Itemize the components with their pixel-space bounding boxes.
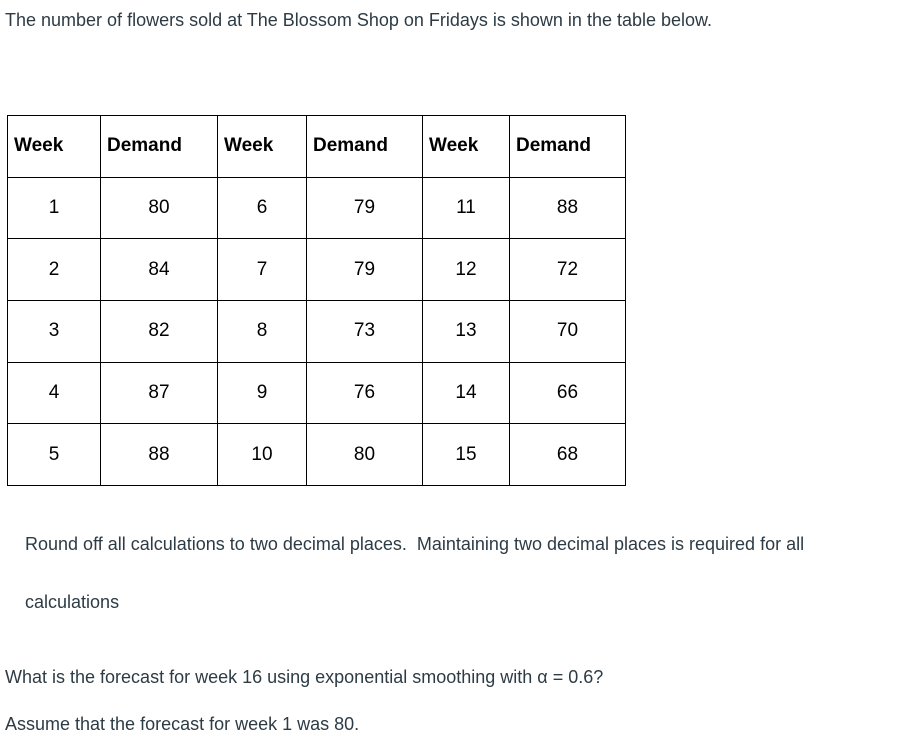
demand-cell: 84 xyxy=(100,238,218,302)
week-cell: 11 xyxy=(422,176,510,240)
rounding-note: Round off all calculations to two decima… xyxy=(5,501,891,646)
demand-cell: 80 xyxy=(100,176,218,240)
table-row: 3 82 8 73 13 70 xyxy=(7,300,626,363)
demand-cell: 82 xyxy=(100,300,218,363)
week-cell: 15 xyxy=(422,423,510,487)
intro-text: The number of flowers sold at The Blosso… xyxy=(5,10,713,30)
demand-cell: 88 xyxy=(100,423,218,487)
week-cell: 10 xyxy=(217,423,307,487)
rounding-note-line2: calculations xyxy=(25,592,120,613)
demand-cell: 72 xyxy=(509,238,626,302)
table-row: 2 84 7 79 12 72 xyxy=(7,238,626,302)
week-cell: 7 xyxy=(217,238,307,302)
rounding-note-line1: Round off all calculations to two decima… xyxy=(25,534,805,555)
demand-cell: 88 xyxy=(509,176,626,240)
col-header-week: Week xyxy=(422,115,510,178)
week-cell: 14 xyxy=(422,361,510,425)
demand-cell: 87 xyxy=(100,361,218,425)
week-cell: 4 xyxy=(7,361,101,425)
week-cell: 8 xyxy=(217,300,307,363)
week-cell: 6 xyxy=(217,176,307,240)
question-text: What is the forecast for week 16 using e… xyxy=(5,667,604,688)
week-cell: 1 xyxy=(7,176,101,240)
demand-cell: 79 xyxy=(306,176,423,240)
assumption-text: Assume that the forecast for week 1 was … xyxy=(5,714,360,735)
demand-cell: 66 xyxy=(509,361,626,425)
week-cell: 5 xyxy=(7,423,101,487)
table-row: 5 88 10 80 15 68 xyxy=(7,423,626,487)
week-cell: 12 xyxy=(422,238,510,302)
col-header-demand: Demand xyxy=(509,115,626,178)
week-cell: 13 xyxy=(422,300,510,363)
table-row: 4 87 9 76 14 66 xyxy=(7,361,626,425)
demand-cell: 79 xyxy=(306,238,423,302)
col-header-demand: Demand xyxy=(100,115,218,178)
demand-cell: 70 xyxy=(509,300,626,363)
col-header-week: Week xyxy=(7,115,101,178)
demand-table: Week Demand Week Demand Week Demand 1 80 6 79 11 8… xyxy=(7,115,626,487)
demand-cell: 68 xyxy=(509,423,626,487)
week-cell: 3 xyxy=(7,300,101,363)
demand-cell: 80 xyxy=(306,423,423,487)
week-cell: 9 xyxy=(217,361,307,425)
table-row: 1 80 6 79 11 88 xyxy=(7,176,626,240)
demand-cell: 76 xyxy=(306,361,423,425)
week-cell: 2 xyxy=(7,238,101,302)
col-header-demand: Demand xyxy=(306,115,423,178)
table-header-row: Week Demand Week Demand Week Demand xyxy=(7,115,626,178)
col-header-week: Week xyxy=(217,115,307,178)
demand-cell: 73 xyxy=(306,300,423,363)
table-body: 1 80 6 79 11 88 2 84 7 79 12 72 3 82 8 73 13 70 4 87 9 76 14 66… xyxy=(7,176,626,487)
